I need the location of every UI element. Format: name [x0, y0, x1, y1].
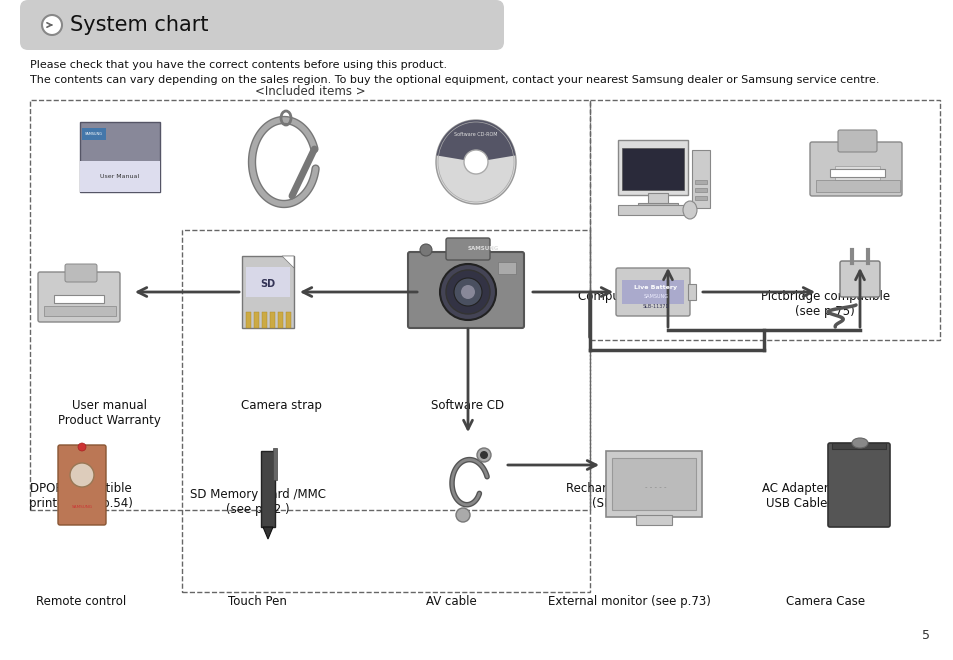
Text: Remote control: Remote control — [36, 595, 126, 609]
Ellipse shape — [851, 438, 867, 448]
Bar — [44, 306, 116, 316]
Text: SAMSUNG: SAMSUNG — [71, 505, 92, 509]
Bar — [273, 448, 276, 480]
Text: - - - - -: - - - - - — [644, 484, 666, 490]
Bar — [695, 188, 706, 192]
Bar — [246, 267, 290, 297]
Text: DPOF compatible
printer (see p.54): DPOF compatible printer (see p.54) — [30, 482, 132, 510]
Bar — [589, 100, 939, 340]
Polygon shape — [263, 527, 273, 539]
Bar — [80, 160, 160, 192]
Bar — [277, 312, 283, 328]
Bar — [262, 312, 267, 328]
Text: SAMSUNG: SAMSUNG — [467, 246, 498, 251]
Bar — [618, 140, 687, 195]
FancyBboxPatch shape — [38, 272, 120, 322]
Bar — [246, 312, 251, 328]
Bar — [618, 205, 685, 215]
FancyBboxPatch shape — [616, 268, 689, 316]
Text: Please check that you have the correct contents before using this product.: Please check that you have the correct c… — [30, 60, 447, 70]
Ellipse shape — [70, 463, 94, 487]
Bar — [612, 458, 696, 510]
Ellipse shape — [439, 264, 496, 320]
Bar — [605, 451, 701, 517]
Text: SD: SD — [260, 279, 275, 289]
Bar — [834, 166, 879, 180]
FancyBboxPatch shape — [840, 261, 879, 297]
Bar — [242, 256, 294, 328]
Text: System chart: System chart — [70, 15, 209, 35]
Ellipse shape — [476, 448, 491, 462]
Bar — [691, 150, 709, 208]
Text: AV cable: AV cable — [425, 595, 476, 609]
Text: SD Memory Card /MMC
(see p.12 ): SD Memory Card /MMC (see p.12 ) — [190, 488, 325, 516]
Text: External monitor (see p.73): External monitor (see p.73) — [548, 595, 710, 609]
FancyBboxPatch shape — [809, 142, 901, 196]
Bar — [815, 180, 899, 192]
Bar — [54, 295, 104, 303]
Text: Computer(see p.86): Computer(see p.86) — [578, 290, 696, 304]
Bar — [829, 169, 884, 177]
FancyBboxPatch shape — [837, 130, 876, 152]
Text: Software CD: Software CD — [431, 399, 503, 412]
Ellipse shape — [446, 270, 490, 314]
Bar — [261, 451, 274, 527]
Bar — [638, 203, 678, 210]
Bar — [621, 148, 683, 190]
FancyBboxPatch shape — [65, 264, 97, 282]
Text: SAMSUNG: SAMSUNG — [643, 294, 668, 300]
Text: AC Adapter (SAC-45)/
USB Cable (SUC-C2): AC Adapter (SAC-45)/ USB Cable (SUC-C2) — [761, 482, 887, 510]
Ellipse shape — [454, 278, 481, 306]
FancyBboxPatch shape — [408, 252, 523, 328]
Bar — [695, 180, 706, 184]
Text: Camera Case: Camera Case — [785, 595, 863, 609]
Bar — [286, 312, 291, 328]
Text: Pictbridge compatible
(see p.75): Pictbridge compatible (see p.75) — [760, 290, 889, 318]
Bar — [695, 196, 706, 200]
Bar — [831, 443, 885, 449]
Bar — [636, 515, 671, 525]
FancyBboxPatch shape — [20, 0, 503, 50]
Text: Rechargeable battery
(SLB-1137D): Rechargeable battery (SLB-1137D) — [565, 482, 693, 510]
Bar — [621, 280, 683, 304]
Ellipse shape — [479, 451, 488, 459]
Ellipse shape — [456, 508, 470, 522]
Text: Software CD-ROM: Software CD-ROM — [454, 131, 497, 137]
FancyBboxPatch shape — [827, 443, 889, 527]
Text: User Manual: User Manual — [100, 174, 139, 179]
Ellipse shape — [463, 150, 488, 174]
Text: The contents can vary depending on the sales region. To buy the optional equipme: The contents can vary depending on the s… — [30, 75, 879, 85]
Text: User manual
Product Warranty: User manual Product Warranty — [58, 399, 161, 427]
Text: <Included items >: <Included items > — [254, 85, 365, 98]
Bar — [182, 230, 589, 592]
Bar — [687, 284, 696, 300]
Ellipse shape — [682, 201, 697, 219]
Text: 5: 5 — [921, 629, 929, 642]
Bar — [82, 128, 106, 140]
Bar — [80, 122, 160, 192]
Ellipse shape — [436, 120, 516, 204]
Ellipse shape — [460, 285, 475, 299]
FancyBboxPatch shape — [446, 238, 490, 260]
Text: SLB-1137D: SLB-1137D — [641, 304, 669, 308]
FancyBboxPatch shape — [58, 445, 106, 525]
Polygon shape — [282, 256, 294, 268]
Ellipse shape — [419, 244, 432, 256]
Text: Touch Pen: Touch Pen — [228, 595, 287, 609]
Text: Live Battery: Live Battery — [634, 286, 677, 290]
Bar — [270, 312, 274, 328]
Ellipse shape — [78, 443, 86, 451]
Text: Camera strap: Camera strap — [241, 399, 321, 412]
Bar — [497, 262, 516, 274]
Bar — [253, 312, 258, 328]
Bar — [30, 100, 589, 510]
Bar — [647, 193, 667, 205]
Text: SAMSUNG: SAMSUNG — [85, 132, 103, 136]
Ellipse shape — [42, 15, 62, 35]
Polygon shape — [436, 120, 515, 162]
